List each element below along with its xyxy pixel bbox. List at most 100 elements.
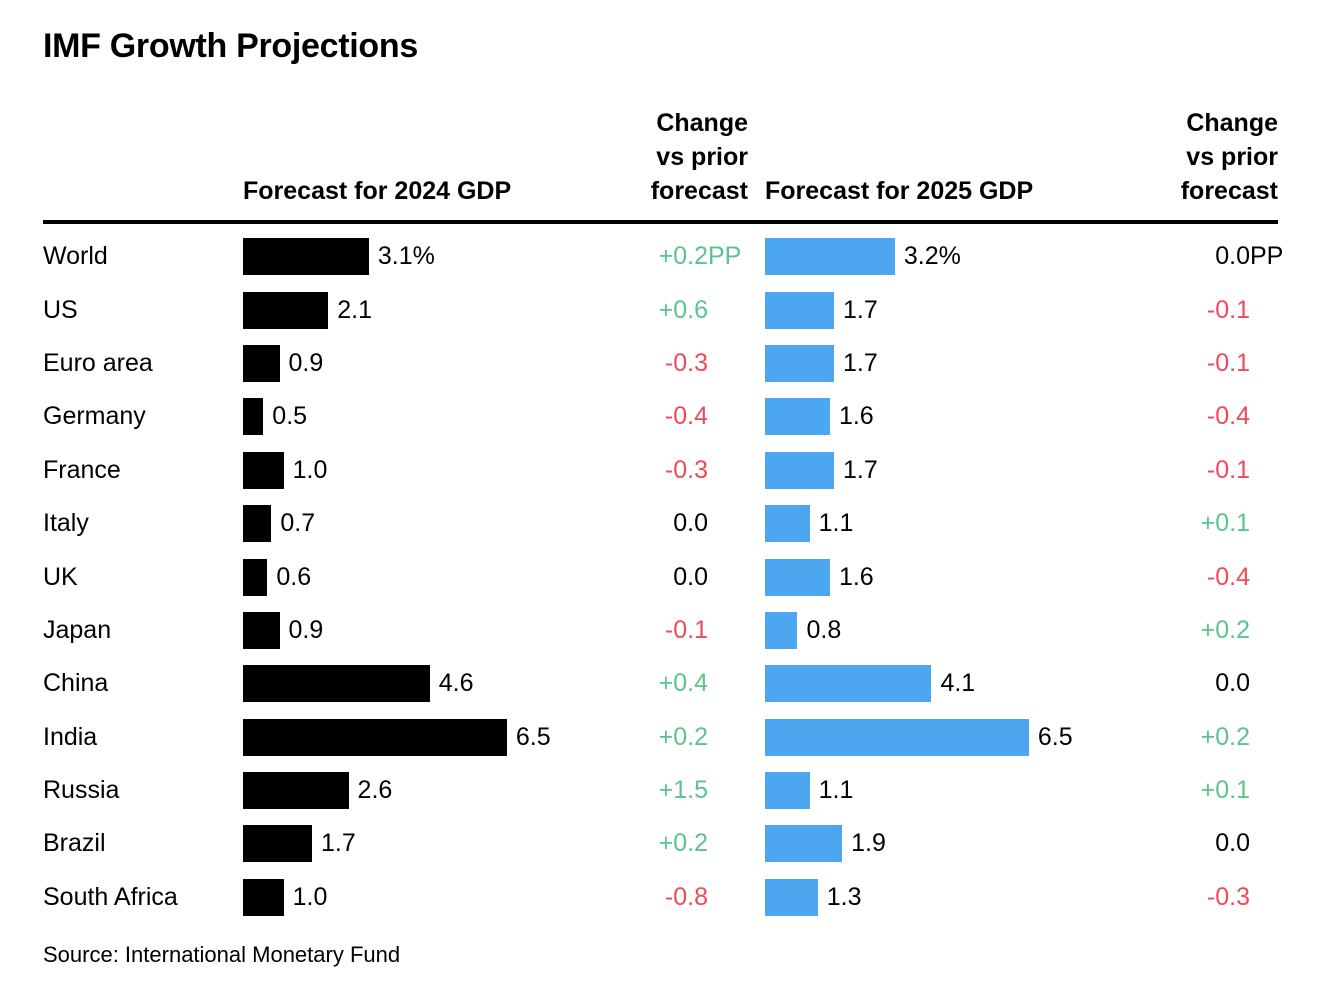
change-2024-cell: +1.5: [570, 776, 748, 805]
forecast-2024-cell: 4.6: [243, 665, 570, 703]
forecast-2025-value: 1.1: [818, 776, 854, 805]
forecast-2025-value: 3.2%: [903, 242, 961, 271]
change-2024-cell: -0.4: [570, 402, 748, 431]
change-2025-cell: -0.1: [1150, 349, 1278, 378]
forecast-2025-bar: [765, 451, 835, 489]
change-2025-cell: +0.2: [1150, 723, 1278, 752]
country-label: World: [43, 242, 108, 271]
forecast-2024-bar: [243, 558, 268, 596]
change-2024-value: +1.5: [658, 776, 708, 805]
header-rule: [43, 220, 1278, 224]
change-2024-value: -0.8: [664, 882, 708, 911]
header-change-2025-line2: vs prior: [1186, 143, 1278, 171]
forecast-2024-cell: 0.5: [243, 398, 570, 436]
change-2025-value: -0.3: [1206, 882, 1250, 911]
forecast-2024-bar: [243, 665, 430, 703]
country-label: Brazil: [43, 829, 106, 858]
table-row: Russia 2.6 +1.5 1.1 +0.1: [43, 764, 1278, 817]
country-label: UK: [43, 562, 78, 591]
forecast-2024-value: 0.9: [288, 615, 324, 644]
forecast-2025-cell: 1.1: [765, 505, 1150, 543]
country-label: Italy: [43, 509, 89, 538]
forecast-2025-value: 1.6: [838, 402, 874, 431]
change-2025-value: -0.1: [1206, 295, 1250, 324]
forecast-2024-value: 1.0: [292, 455, 328, 484]
forecast-2025-cell: 1.1: [765, 772, 1150, 810]
forecast-2024-bar: [243, 238, 369, 276]
change-2024-value: 0.0: [673, 562, 708, 591]
forecast-2024-bar: [243, 825, 313, 863]
change-2025-value: +0.1: [1200, 776, 1250, 805]
forecast-2024-bar: [243, 398, 264, 436]
forecast-2025-bar: [765, 238, 895, 276]
country-label: France: [43, 455, 121, 484]
forecast-2025-value: 6.5: [1037, 722, 1073, 751]
forecast-2024-cell: 0.9: [243, 611, 570, 649]
change-2025-cell: 0.0 PP: [1150, 242, 1284, 271]
header-change-2024-line3: forecast: [650, 177, 748, 205]
forecast-2025-cell: 4.1: [765, 665, 1150, 703]
table-row: France 1.0 -0.3 1.7 -0.1: [43, 444, 1278, 497]
forecast-2024-value: 2.1: [337, 295, 373, 324]
change-2025-cell: -0.1: [1150, 296, 1278, 325]
change-2024-unit: PP: [708, 242, 742, 271]
change-2024-cell: -0.8: [570, 883, 748, 912]
forecast-2025-value: 1.7: [843, 455, 878, 484]
forecast-2025-value: 0.8: [806, 615, 842, 644]
forecast-2024-bar: [243, 772, 349, 810]
forecast-2024-value: 3.1%: [377, 242, 435, 271]
table-row: Euro area 0.9 -0.3 1.7 -0.1: [43, 337, 1278, 390]
forecast-2024-cell: 1.0: [243, 451, 570, 489]
change-2024-value: +0.4: [658, 669, 708, 698]
change-2024-cell: +0.2: [570, 723, 748, 752]
table-body: World 3.1% +0.2 PP 3.2% 0.0 PP US 2.1 +0.6…: [43, 230, 1284, 924]
country-label: China: [43, 669, 109, 698]
table-row: Brazil 1.7 +0.2 1.9 0.0: [43, 817, 1278, 870]
table-row: India 6.5 +0.2 6.5 +0.2: [43, 711, 1278, 764]
forecast-2024-value: 0.6: [276, 562, 312, 591]
forecast-2025-bar: [765, 825, 843, 863]
header-change-2024: Change vs prior forecast: [570, 106, 748, 208]
forecast-2024-value: 1.7: [321, 829, 356, 858]
forecast-2025-value: 1.3: [826, 882, 862, 911]
change-2024-cell: -0.3: [570, 349, 748, 378]
change-2025-value: 0.0: [1215, 242, 1250, 271]
forecast-2025-bar: [765, 558, 830, 596]
table-row: South Africa 1.0 -0.8 1.3 -0.3: [43, 871, 1278, 924]
change-2025-value: -0.4: [1206, 562, 1250, 591]
change-2024-value: +0.2: [658, 722, 708, 751]
forecast-2025-value: 1.7: [843, 295, 878, 324]
forecast-2024-cell: 2.6: [243, 772, 570, 810]
change-2024-value: +0.2: [658, 829, 708, 858]
change-2025-value: 0.0: [1215, 829, 1250, 858]
change-2024-value: 0.0: [673, 509, 708, 538]
change-2025-cell: +0.2: [1150, 616, 1278, 645]
forecast-2025-bar: [765, 291, 835, 329]
country-label: US: [43, 295, 78, 324]
table-row: Germany 0.5 -0.4 1.6 -0.4: [43, 390, 1278, 443]
forecast-2024-value: 0.5: [272, 402, 308, 431]
change-2024-value: -0.3: [664, 348, 708, 377]
country-label: India: [43, 722, 98, 751]
forecast-2024-value: 0.9: [288, 348, 324, 377]
column-headers: Forecast for 2024 GDP Change vs prior fo…: [43, 106, 1278, 208]
change-2025-unit: PP: [1250, 242, 1284, 271]
forecast-2024-bar: [243, 718, 507, 756]
change-2024-value: -0.4: [664, 402, 708, 431]
forecast-2024-value: 1.0: [292, 882, 328, 911]
change-2025-cell: +0.1: [1150, 776, 1278, 805]
change-2024-value: -0.1: [664, 615, 708, 644]
forecast-2025-cell: 6.5: [765, 718, 1150, 756]
change-2025-value: +0.1: [1200, 509, 1250, 538]
forecast-2025-cell: 1.9: [765, 825, 1150, 863]
header-change-2025: Change vs prior forecast: [1150, 106, 1278, 208]
forecast-2024-value: 4.6: [438, 669, 474, 698]
forecast-2025-bar: [765, 398, 830, 436]
change-2025-cell: -0.4: [1150, 563, 1278, 592]
change-2025-cell: -0.1: [1150, 456, 1278, 485]
forecast-2024-cell: 0.7: [243, 505, 570, 543]
page-title: IMF Growth Projections: [43, 27, 418, 65]
change-2024-value: +0.2: [658, 242, 708, 271]
change-2025-value: -0.1: [1206, 455, 1250, 484]
